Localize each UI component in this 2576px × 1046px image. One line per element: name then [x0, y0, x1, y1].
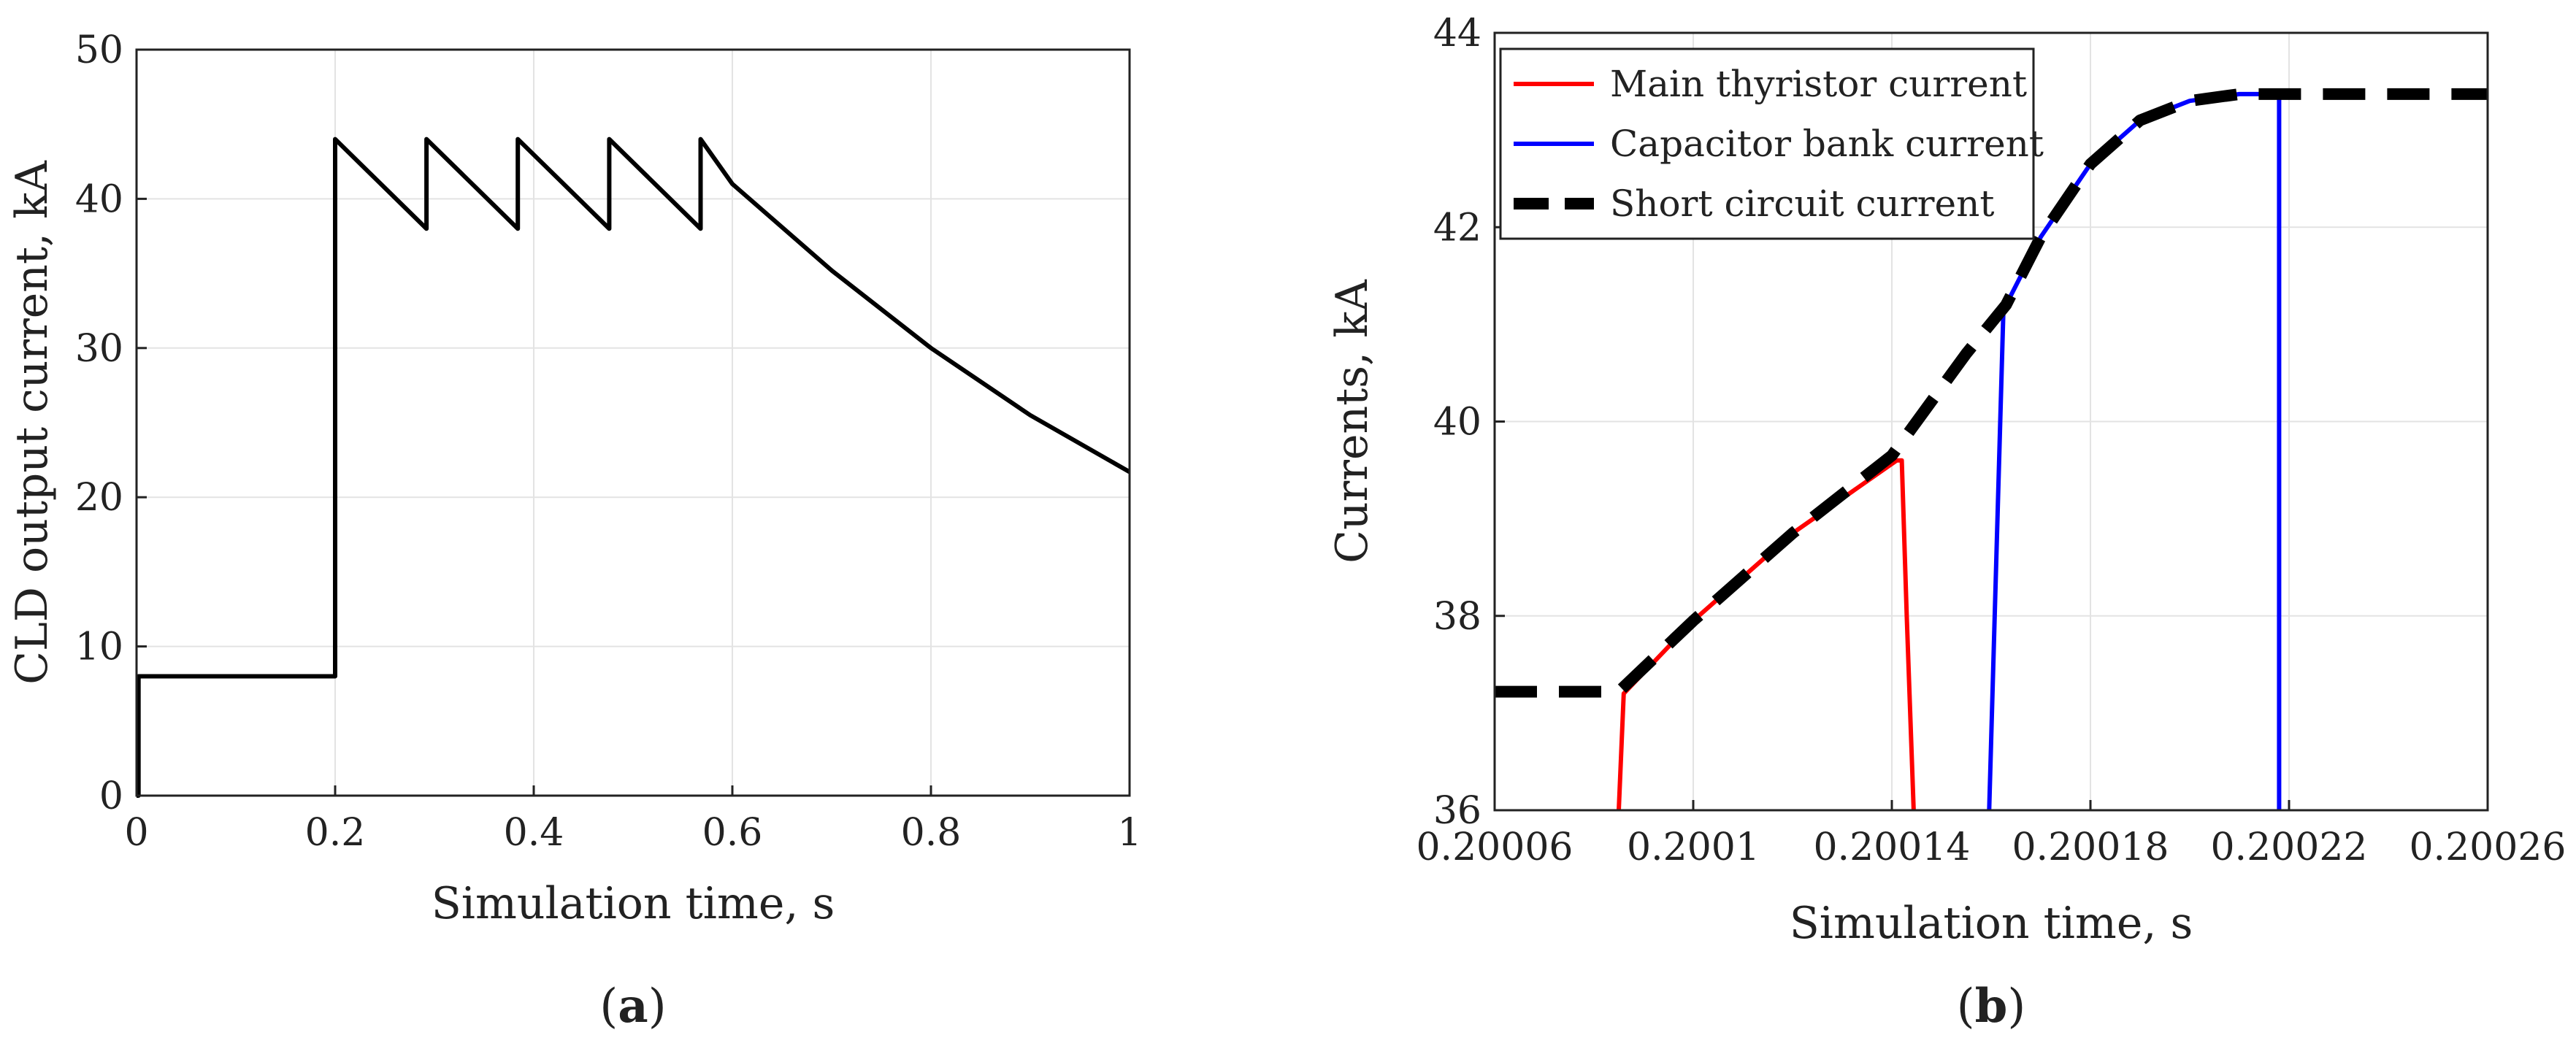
panel-a-label-open: ( — [599, 980, 618, 1034]
panel-a-y-tick-label: 10 — [75, 626, 123, 669]
panel-b-label-open: ( — [1957, 980, 1975, 1034]
panel-b-x-tick-label: 0.20026 — [2409, 826, 2566, 869]
panel-a-x-tick-label: 0.6 — [702, 811, 763, 855]
panel-b-label: (b) — [1957, 979, 2026, 1034]
panel-b-x-tick-label: 0.20018 — [2012, 826, 2169, 869]
panel-b-series-line-main-thyristor-current — [1617, 458, 1916, 811]
panel-a-y-tick-label: 30 — [75, 327, 123, 371]
panel-b-x-tick-label: 0.20006 — [1416, 826, 1573, 869]
panel-a-x-tick-label: 0.2 — [305, 811, 366, 855]
panel-b-y-tick-label: 36 — [1433, 789, 1481, 833]
panel-b-label-letter: b — [1975, 979, 2008, 1034]
panel-a-series-line-0 — [137, 136, 1131, 798]
panel-b-ticks: 0.20006 0.2001 0.20014 0.20018 0.20022 0.2002… — [1416, 12, 2566, 869]
panel-b-x-axis-label: Simulation time, s — [1790, 898, 2193, 949]
panel-b-legend-label: Capacitor bank current — [1610, 123, 2044, 165]
panel-b-x-tick-label: 0.20014 — [1813, 826, 1970, 869]
panel-a-x-axis-label: Simulation time, s — [432, 878, 835, 929]
panel-b-y-tick-label: 40 — [1433, 401, 1481, 445]
panel-b-x-tick-label: 0.2001 — [1627, 826, 1760, 869]
panel-b-y-tick-label: 44 — [1433, 12, 1481, 55]
panel-b-y-axis-label: Currents, kA — [1327, 279, 1378, 563]
panel-b-series-line-short-circuit-current — [1495, 88, 2488, 698]
panel-b-legend: Main thyristor current Capacitor bank cur… — [1499, 47, 2044, 240]
panel-b-chart: 0.20006 0.2001 0.20014 0.20018 0.20022 0.2002… — [1327, 12, 2567, 1034]
panel-b-legend-label: Main thyristor current — [1610, 63, 2027, 105]
panel-a-axes-box — [135, 48, 1131, 797]
panel-a-y-tick-label: 40 — [75, 177, 123, 221]
panel-b-legend-label: Short circuit current — [1610, 182, 1994, 225]
panel-b-y-tick-label: 42 — [1433, 206, 1481, 250]
panel-b-label-close: ) — [2007, 980, 2025, 1034]
panel-b-x-tick-label: 0.20022 — [2210, 826, 2367, 869]
panel-a-y-tick-label: 0 — [99, 774, 123, 818]
panel-a-x-tick-label: 0.4 — [504, 811, 564, 855]
panel-a-x-tick-label: 0 — [124, 811, 148, 855]
panel-a-label-close: ) — [648, 980, 667, 1034]
panel-a-x-tick-label: 0.8 — [901, 811, 962, 855]
panel-a-y-tick-label: 50 — [75, 28, 123, 72]
panel-b-series — [1495, 88, 2488, 811]
panel-a-series — [137, 136, 1131, 798]
panel-a-label-letter: a — [618, 979, 648, 1034]
panel-a-x-tick-label: 1 — [1117, 811, 1141, 855]
panel-b-y-tick-label: 38 — [1433, 595, 1481, 639]
panel-a-label: (a) — [599, 979, 666, 1034]
panel-a-y-tick-label: 20 — [75, 476, 123, 520]
panel-a-y-axis-label: CLD output current, kA — [7, 160, 58, 684]
